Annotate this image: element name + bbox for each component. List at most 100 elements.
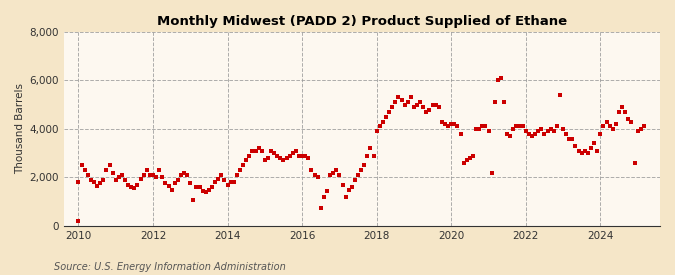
Point [73, 180, 84, 185]
Y-axis label: Thousand Barrels: Thousand Barrels [15, 83, 25, 174]
Point [365, 146, 376, 150]
Point [144, 173, 155, 177]
Point [73, 219, 84, 223]
Point [263, 156, 273, 160]
Point [570, 144, 581, 148]
Point [238, 163, 248, 167]
Point [328, 170, 339, 175]
Point [197, 189, 208, 193]
Point [499, 100, 510, 104]
Point [579, 148, 590, 153]
Point [362, 153, 373, 158]
Point [306, 168, 317, 172]
Point [452, 124, 463, 129]
Point [402, 100, 413, 104]
Point [439, 122, 450, 126]
Point [583, 151, 593, 155]
Point [502, 131, 512, 136]
Point [368, 153, 379, 158]
Point [601, 119, 612, 124]
Point [567, 136, 578, 141]
Point [284, 153, 295, 158]
Point [185, 181, 196, 186]
Point [595, 131, 605, 136]
Point [337, 183, 348, 187]
Point [250, 148, 261, 153]
Point [141, 168, 152, 172]
Point [216, 173, 227, 177]
Point [514, 124, 525, 129]
Point [179, 170, 190, 175]
Point [371, 129, 382, 134]
Point [486, 170, 497, 175]
Point [225, 180, 236, 185]
Point [325, 173, 335, 177]
Point [542, 129, 553, 134]
Point [340, 195, 351, 199]
Point [424, 107, 435, 112]
Point [281, 156, 292, 160]
Point [396, 98, 407, 102]
Point [104, 163, 115, 167]
Point [406, 95, 416, 100]
Point [160, 181, 171, 186]
Point [88, 180, 99, 185]
Point [350, 178, 360, 182]
Point [480, 124, 491, 129]
Point [414, 100, 425, 104]
Point [430, 103, 441, 107]
Point [219, 178, 230, 182]
Point [138, 173, 149, 177]
Point [98, 178, 109, 182]
Point [399, 103, 410, 107]
Point [390, 100, 401, 104]
Point [313, 175, 323, 180]
Point [489, 100, 500, 104]
Point [113, 175, 124, 180]
Point [309, 173, 320, 177]
Point [119, 178, 130, 182]
Point [468, 153, 479, 158]
Point [470, 127, 481, 131]
Point [598, 124, 609, 129]
Point [393, 95, 404, 100]
Point [526, 134, 537, 138]
Point [154, 168, 165, 172]
Point [614, 110, 624, 114]
Point [524, 131, 535, 136]
Point [235, 168, 246, 172]
Point [551, 124, 562, 129]
Point [148, 173, 159, 177]
Point [455, 131, 466, 136]
Point [359, 163, 370, 167]
Point [241, 158, 252, 163]
Point [626, 119, 637, 124]
Point [204, 187, 215, 192]
Point [194, 185, 205, 189]
Point [449, 122, 460, 126]
Point [319, 195, 329, 199]
Point [573, 148, 584, 153]
Point [176, 173, 186, 177]
Point [418, 105, 429, 109]
Point [533, 129, 543, 134]
Point [464, 156, 475, 160]
Point [269, 151, 279, 155]
Point [129, 186, 140, 191]
Point [539, 131, 550, 136]
Point [200, 190, 211, 194]
Point [182, 173, 192, 177]
Point [275, 156, 286, 160]
Point [253, 146, 264, 150]
Point [517, 124, 528, 129]
Point [375, 124, 385, 129]
Point [511, 124, 522, 129]
Point [82, 173, 93, 177]
Point [278, 158, 289, 163]
Point [92, 184, 103, 188]
Point [412, 103, 423, 107]
Point [228, 180, 239, 185]
Point [288, 151, 298, 155]
Point [505, 134, 516, 138]
Point [421, 110, 432, 114]
